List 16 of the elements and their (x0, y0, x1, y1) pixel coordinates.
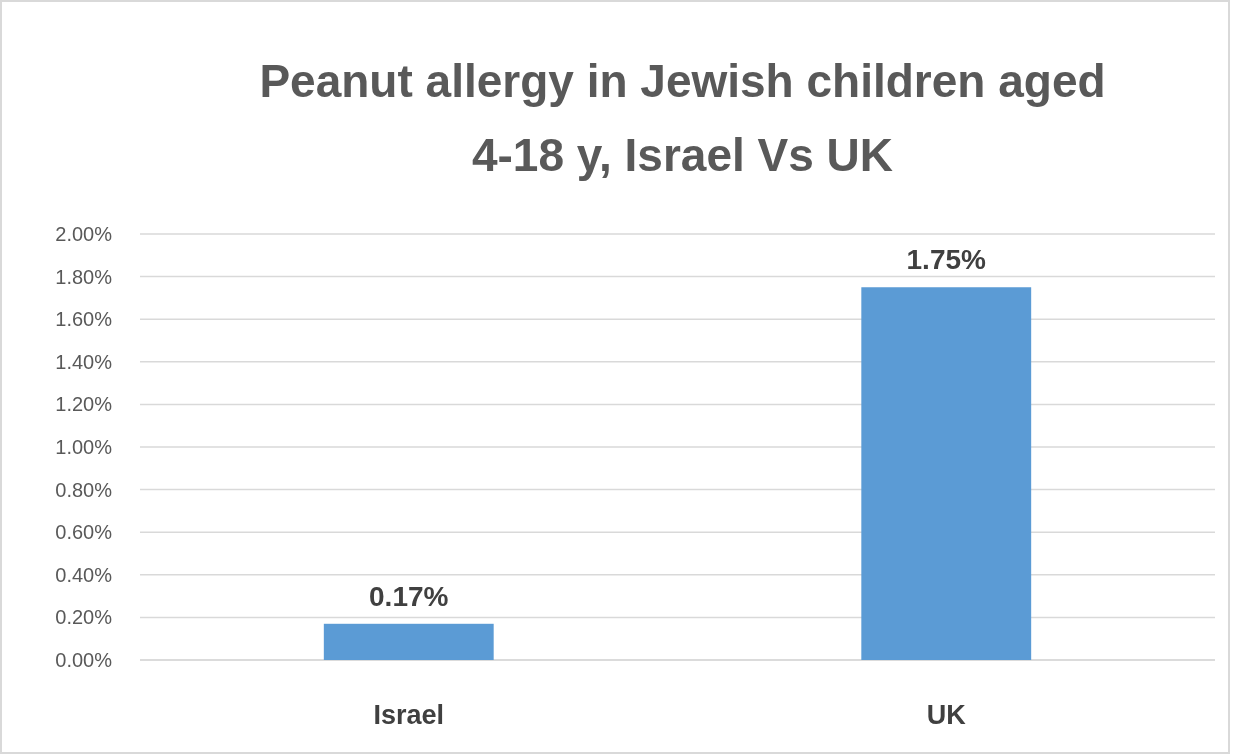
y-tick-label: 2.00% (55, 223, 113, 245)
y-tick-label: 0.00% (55, 649, 113, 671)
y-tick-label: 0.40% (55, 563, 113, 586)
y-tick-label: 1.60% (55, 308, 113, 331)
x-tick-label: UK (926, 700, 967, 730)
y-tick-label: 0.20% (55, 606, 113, 629)
y-tick-label: 1.80% (55, 265, 113, 288)
y-tick-label: 1.40% (55, 350, 113, 373)
x-tick-label: Israel (373, 700, 445, 730)
y-tick-label: 1.00% (55, 436, 113, 458)
y-tick-label: 0.80% (55, 478, 113, 501)
data-label: 0.17% (369, 580, 449, 612)
y-tick-label: 1.20% (55, 393, 113, 416)
chart-title: Peanut allergy in Jewish children aged 4-18 y, Israel Vs UK (259, 55, 1106, 181)
data-label: 1.75% (906, 244, 987, 276)
y-tick-label: 0.60% (55, 521, 113, 544)
